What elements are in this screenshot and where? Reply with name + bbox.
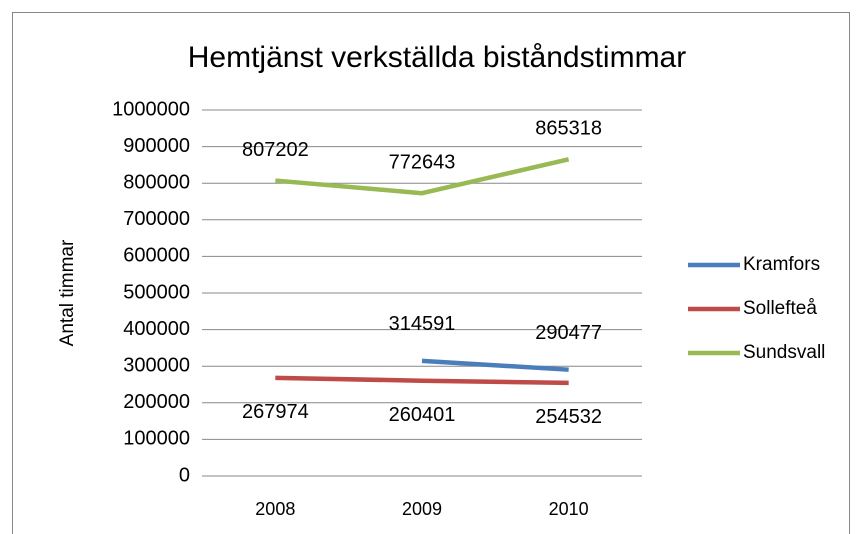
series-line: [275, 375, 569, 386]
legend-label: Kramfors: [743, 254, 820, 275]
legend-label: Sollefteå: [743, 298, 817, 319]
y-tick-label: 100000: [123, 428, 190, 450]
series-line: [275, 157, 570, 196]
chart-frame: [12, 12, 850, 534]
data-label: 314591: [389, 313, 456, 335]
y-tick-label: 500000: [123, 281, 190, 303]
x-tick-label: 2009: [402, 499, 442, 519]
y-tick-label: 800000: [123, 171, 190, 193]
data-label: 267974: [242, 401, 309, 423]
y-tick-label: 400000: [123, 318, 190, 340]
data-label: 290477: [535, 322, 602, 344]
data-label: 772643: [389, 151, 456, 173]
data-label: 865318: [535, 118, 602, 140]
y-axis-label: Antal timmar: [57, 239, 78, 346]
data-label: 254532: [535, 406, 602, 428]
y-tick-label: 1000000: [112, 98, 190, 120]
x-tick-label: 2010: [549, 499, 589, 519]
data-label: 260401: [389, 404, 456, 426]
series-line: [421, 358, 569, 372]
legend-label: Sundsvall: [743, 342, 825, 363]
y-tick-label: 900000: [123, 135, 190, 157]
data-label: 807202: [242, 139, 309, 161]
y-tick-label: 0: [179, 464, 190, 486]
y-tick-label: 600000: [123, 245, 190, 267]
y-tick-label: 200000: [123, 391, 190, 413]
y-tick-label: 700000: [123, 208, 190, 230]
chart-title: Hemtjänst verkställda biståndstimmar: [188, 41, 687, 74]
x-tick-label: 2008: [255, 499, 295, 519]
y-tick-label: 300000: [123, 354, 190, 376]
